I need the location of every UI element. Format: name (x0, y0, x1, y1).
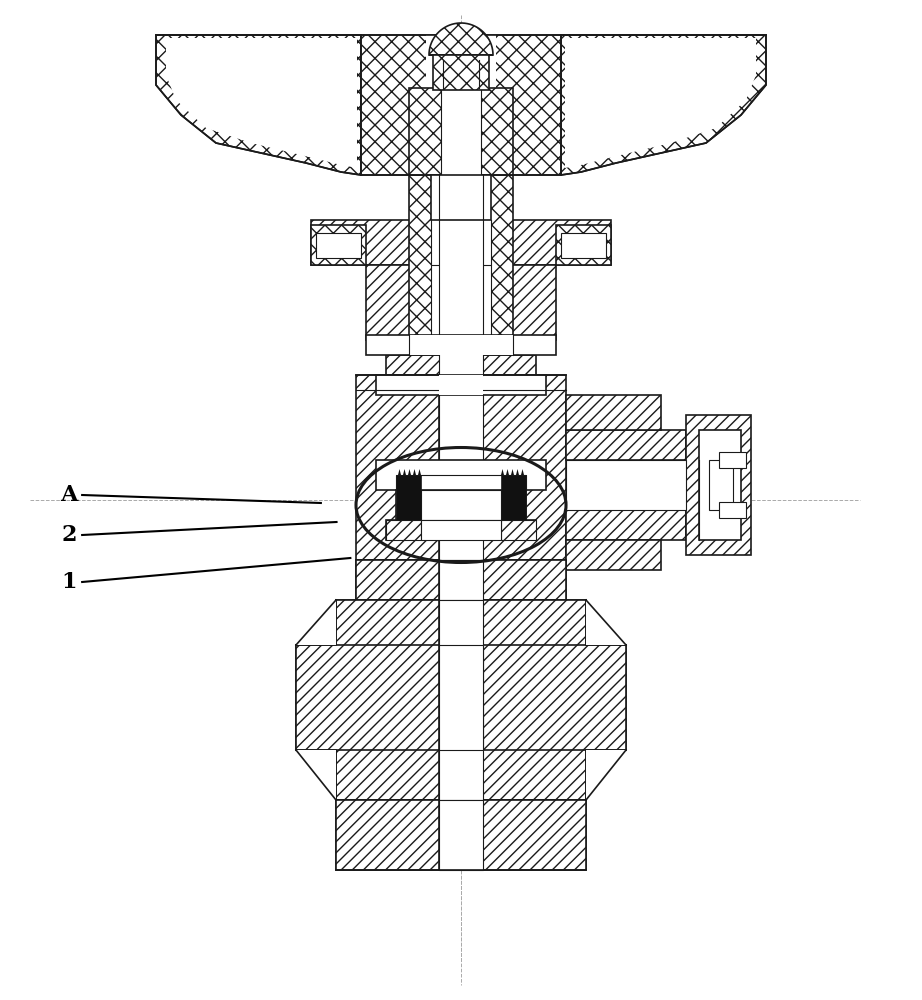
Bar (396, 490, 526, 520)
Bar (426, 35, 496, 175)
Bar (501, 520, 536, 540)
Polygon shape (516, 469, 519, 475)
Bar (566, 460, 686, 510)
Bar (686, 415, 751, 555)
Bar (296, 645, 626, 750)
Polygon shape (561, 35, 766, 175)
Bar (336, 600, 586, 800)
Bar (376, 460, 546, 490)
Polygon shape (418, 469, 421, 475)
Polygon shape (429, 23, 493, 55)
Bar (361, 35, 561, 175)
Bar (491, 265, 513, 340)
Polygon shape (296, 750, 336, 800)
Polygon shape (586, 750, 626, 800)
Bar (431, 265, 491, 340)
Bar (719, 452, 746, 468)
Bar (356, 560, 439, 600)
Polygon shape (408, 469, 411, 475)
Bar (439, 375, 483, 560)
Bar (483, 800, 586, 870)
Polygon shape (156, 35, 361, 175)
Bar (491, 265, 556, 340)
Polygon shape (586, 750, 626, 800)
Polygon shape (413, 469, 416, 475)
Polygon shape (586, 600, 626, 645)
Polygon shape (296, 600, 336, 645)
Bar (433, 55, 489, 90)
Bar (409, 175, 513, 340)
Bar (566, 395, 661, 430)
Bar (483, 560, 566, 600)
Bar (386, 520, 421, 540)
Polygon shape (501, 475, 526, 520)
Bar (336, 800, 586, 870)
Bar (439, 645, 483, 750)
Bar (439, 355, 483, 375)
Bar (336, 600, 439, 800)
Bar (483, 375, 566, 560)
Bar (566, 510, 686, 540)
Bar (356, 560, 566, 600)
Bar (483, 645, 626, 750)
Bar (366, 335, 556, 355)
Polygon shape (296, 750, 336, 800)
Polygon shape (166, 38, 357, 168)
Bar (366, 265, 431, 340)
Bar (441, 88, 481, 175)
Polygon shape (398, 469, 401, 475)
Bar (483, 600, 586, 800)
Bar (311, 220, 611, 265)
Bar (431, 220, 491, 265)
Text: A: A (61, 484, 77, 506)
Bar (336, 800, 439, 870)
Bar (439, 560, 483, 600)
Bar (421, 490, 501, 520)
Bar (566, 430, 686, 460)
Text: 1: 1 (62, 571, 77, 593)
Bar (561, 233, 606, 258)
Bar (316, 233, 361, 258)
Bar (386, 520, 536, 540)
Bar (296, 645, 439, 750)
Bar (699, 430, 741, 540)
Bar (356, 375, 439, 560)
Polygon shape (311, 225, 366, 265)
Bar (439, 375, 483, 395)
Polygon shape (586, 600, 626, 645)
Bar (439, 175, 483, 340)
Polygon shape (506, 469, 509, 475)
Polygon shape (511, 469, 514, 475)
Bar (439, 600, 483, 800)
Bar (709, 460, 733, 510)
Polygon shape (565, 38, 756, 168)
Bar (439, 800, 483, 870)
Polygon shape (501, 469, 504, 475)
Bar (421, 520, 501, 540)
Polygon shape (296, 600, 336, 645)
Text: 2: 2 (62, 524, 77, 546)
Polygon shape (396, 475, 421, 520)
Polygon shape (403, 469, 406, 475)
Polygon shape (521, 469, 524, 475)
Bar (409, 265, 431, 340)
Bar (376, 375, 546, 395)
Bar (386, 355, 536, 375)
Bar (431, 175, 491, 220)
Bar (566, 540, 661, 570)
Polygon shape (556, 225, 611, 265)
Bar (409, 335, 513, 355)
Bar (409, 88, 513, 175)
Bar (396, 475, 526, 490)
Bar (719, 502, 746, 518)
